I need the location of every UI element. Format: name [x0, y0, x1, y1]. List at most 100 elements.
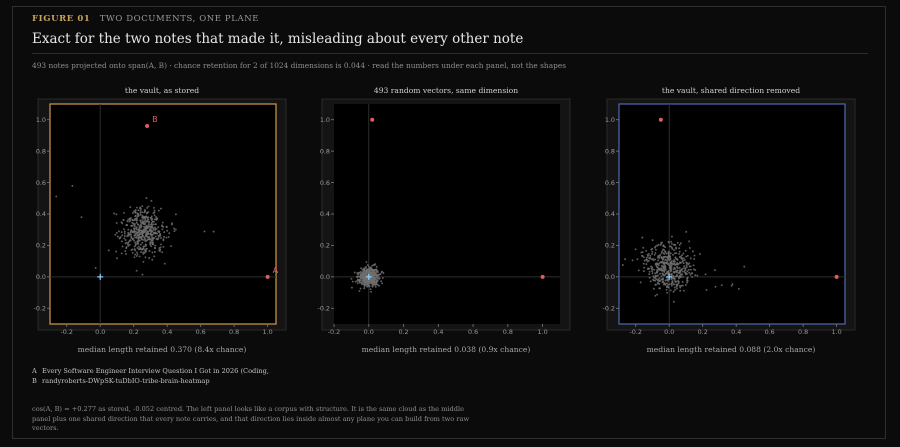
cloud-point — [371, 275, 374, 278]
y-tick-label: 0.0 — [36, 273, 46, 281]
y-tick-label: 0.6 — [605, 179, 615, 187]
cloud-point — [667, 252, 670, 255]
cloud-point — [155, 218, 158, 221]
cloud-point — [136, 247, 139, 249]
cloud-point — [675, 271, 678, 273]
cloud-point — [645, 258, 648, 261]
cloud-point — [127, 231, 130, 234]
cloud-point — [134, 244, 137, 247]
cloud-point — [691, 276, 694, 278]
cloud-point — [139, 233, 142, 236]
cloud-point — [151, 230, 154, 233]
cloud-point — [670, 264, 673, 267]
cloud-point — [140, 238, 143, 241]
legend-text-a: Every Software Engineer Interview Questi… — [42, 367, 269, 375]
cloud-point — [115, 250, 118, 253]
cloud-point — [374, 273, 377, 276]
cloud-point — [673, 271, 676, 274]
cloud-point — [123, 228, 125, 231]
cloud-point — [693, 268, 695, 271]
cloud-point — [679, 289, 682, 292]
cloud-point — [672, 253, 674, 256]
cloud-point — [370, 279, 373, 282]
cloud-point — [730, 284, 733, 287]
cloud-point — [686, 270, 689, 273]
cloud-point — [662, 283, 665, 286]
cloud-point — [149, 227, 152, 230]
cloud-point — [681, 280, 684, 283]
cloud-point — [694, 274, 697, 277]
cloud-point — [661, 281, 664, 284]
cloud-point — [154, 244, 157, 247]
cloud-point — [654, 279, 657, 282]
cloud-point — [669, 268, 672, 271]
cloud-point — [151, 218, 154, 220]
cloud-point — [682, 270, 684, 273]
cloud-point — [657, 256, 660, 259]
cloud-point — [654, 294, 657, 297]
cloud-point — [642, 262, 645, 265]
cloud-point — [663, 262, 666, 265]
cloud-point — [142, 260, 145, 263]
cloud-point — [665, 288, 668, 291]
cloud-point — [139, 209, 142, 212]
cloud-point — [161, 221, 164, 224]
cloud-point — [144, 250, 147, 253]
cloud-point — [641, 251, 644, 253]
cloud-point — [157, 226, 160, 229]
cloud-point — [657, 259, 660, 262]
cloud-point — [361, 275, 363, 278]
cloud-point — [159, 246, 162, 249]
cloud-point — [126, 235, 129, 238]
cloud-point — [150, 245, 153, 248]
cloud-point — [173, 230, 176, 233]
cloud-point — [653, 268, 656, 271]
x-tick-label: 0.6 — [765, 328, 775, 336]
cloud-point — [134, 236, 137, 239]
cloud-point — [133, 219, 136, 222]
cloud-point — [363, 285, 366, 288]
cloud-point — [662, 267, 665, 270]
cloud-point — [362, 283, 365, 286]
cloud-point — [662, 257, 665, 260]
cloud-point — [151, 239, 154, 242]
cloud-point — [203, 230, 206, 233]
cloud-point — [676, 241, 679, 244]
cloud-point — [643, 259, 646, 262]
legend-key-b: B — [32, 376, 37, 385]
cloud-point — [683, 267, 685, 269]
cloud-point — [120, 252, 123, 255]
plot-area — [49, 103, 277, 325]
cloud-point — [136, 234, 139, 237]
cloud-point — [151, 220, 154, 223]
cloud-point — [663, 269, 666, 272]
cloud-point — [356, 282, 359, 285]
cloud-point — [142, 231, 145, 234]
cloud-point — [675, 247, 678, 250]
x-tick-label: 0.8 — [503, 328, 513, 336]
cloud-point — [368, 284, 371, 287]
cloud-point — [381, 282, 384, 285]
cloud-point — [144, 249, 147, 252]
cloud-point — [677, 279, 680, 282]
cloud-point — [141, 222, 144, 225]
cloud-point — [55, 195, 58, 198]
cloud-point — [645, 256, 648, 259]
cloud-point — [676, 287, 678, 290]
cloud-point — [124, 250, 127, 252]
cloud-point — [115, 222, 118, 224]
cloud-point — [686, 281, 689, 284]
cloud-point — [375, 268, 378, 271]
cloud-point — [127, 241, 130, 244]
cloud-point — [671, 247, 674, 250]
cloud-point — [691, 250, 694, 253]
cloud-point — [679, 269, 682, 272]
cloud-point — [374, 263, 377, 266]
cloud-point — [378, 277, 380, 280]
cloud-point — [157, 237, 160, 240]
legend: A Every Software Engineer Interview Quest… — [32, 367, 269, 386]
y-tick-label: 1.0 — [320, 116, 330, 124]
cloud-point — [129, 219, 132, 222]
cloud-point — [359, 276, 362, 279]
